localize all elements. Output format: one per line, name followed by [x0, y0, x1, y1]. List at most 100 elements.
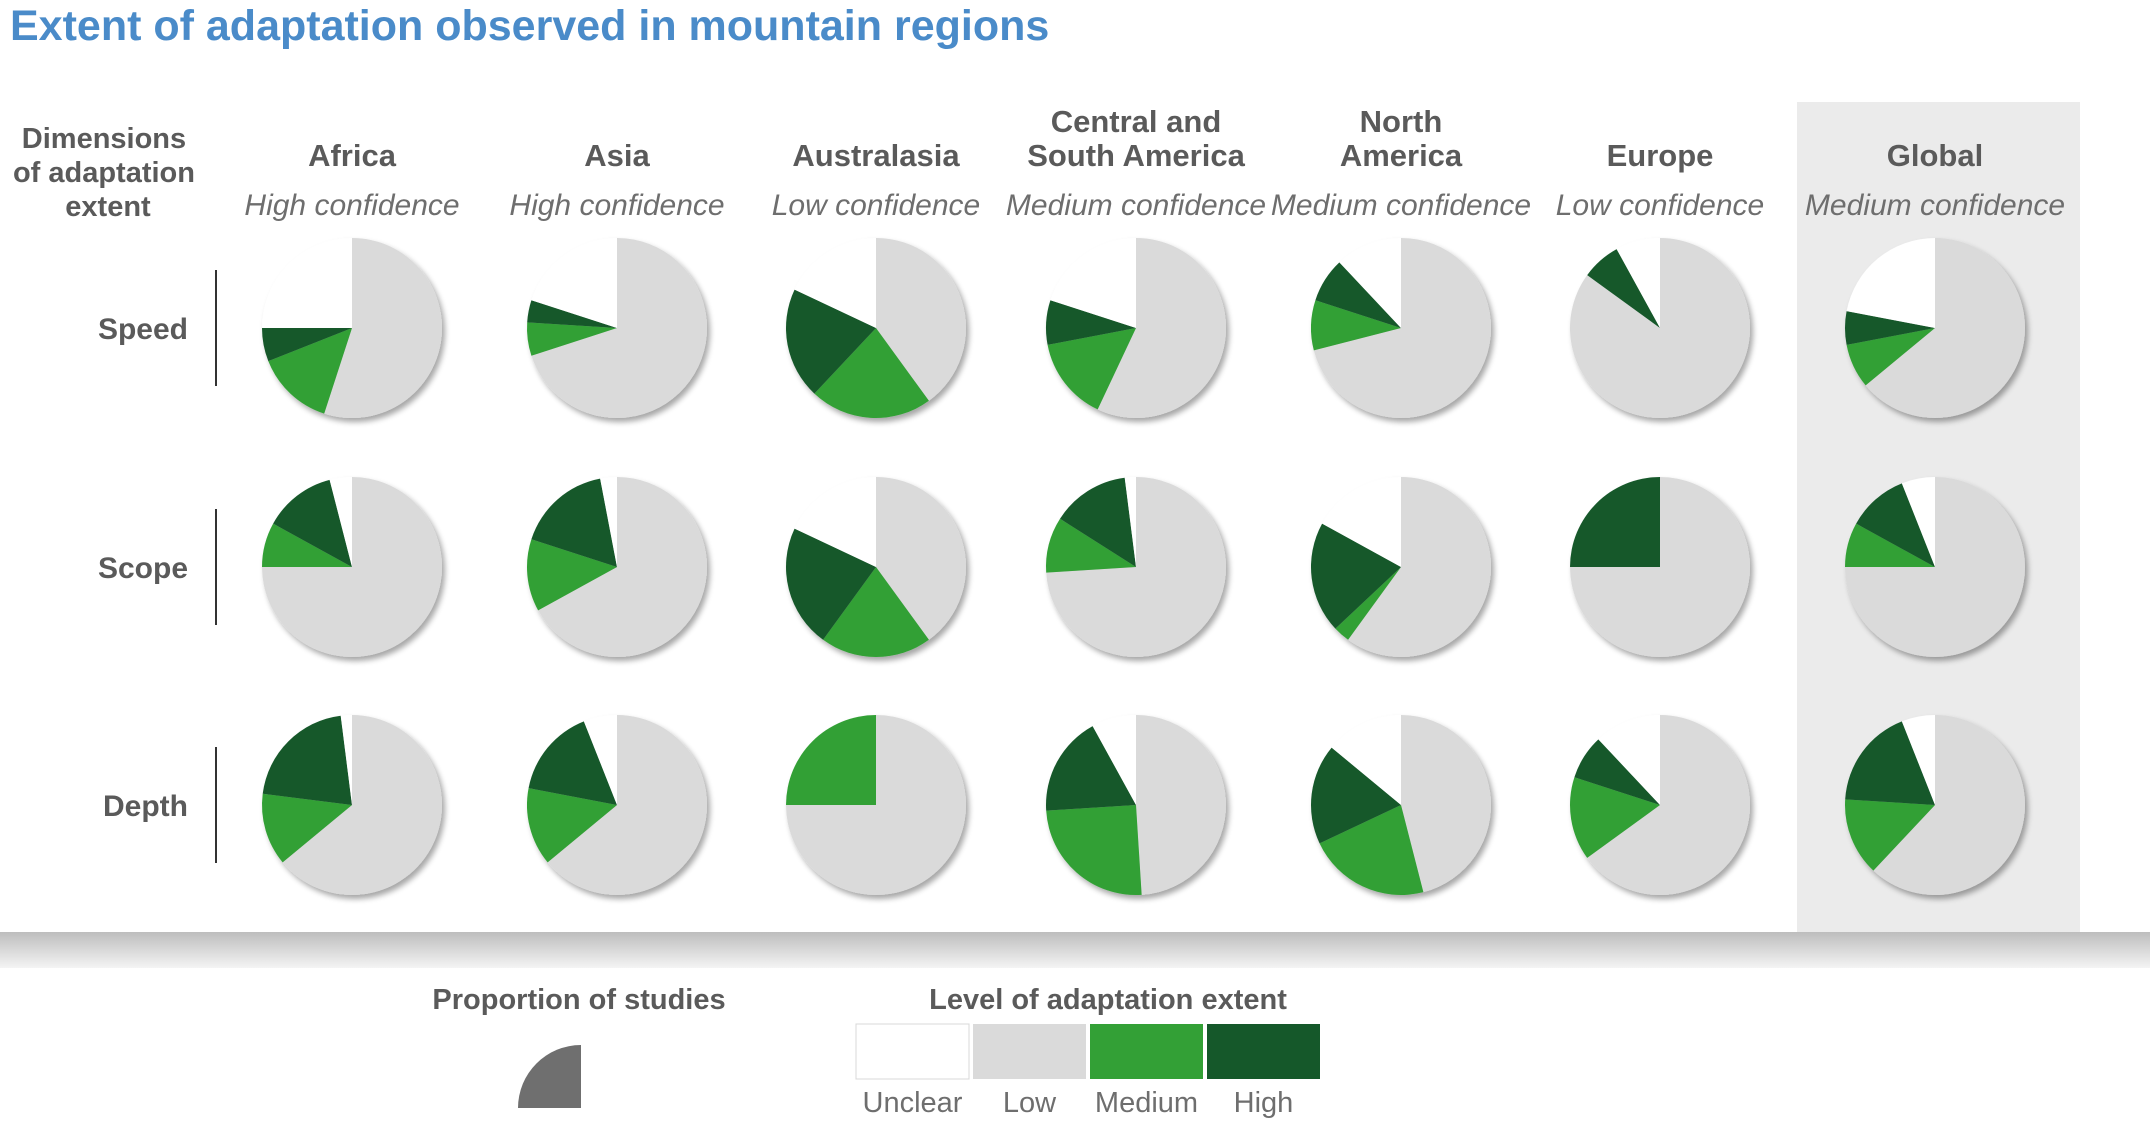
slice-low [1136, 715, 1226, 895]
slice-high [1587, 249, 1660, 328]
slice-medium [1845, 523, 1935, 567]
slice-unclear [1124, 477, 1136, 567]
slice-medium [1845, 799, 1935, 871]
slice-unclear [1339, 238, 1401, 328]
slice-unclear [1322, 477, 1401, 567]
pie-depth-australasia [786, 715, 966, 895]
pie-speed-europe [1570, 238, 1751, 418]
column-title-line: America [1340, 138, 1463, 173]
slice-unclear [1598, 714, 1660, 805]
row-header-line-2: of adaptation [13, 157, 195, 189]
column-title-asia: Asia [584, 138, 650, 173]
slice-high [1570, 477, 1660, 567]
slice-low [282, 715, 442, 895]
slice-unclear [329, 477, 352, 567]
pie-scope-europe [1570, 477, 1750, 657]
column-title-line: Global [1887, 138, 1983, 173]
slice-medium [1047, 328, 1136, 410]
slice-medium [823, 567, 929, 657]
slice-low [547, 715, 707, 895]
pie-speed-australasia [786, 238, 966, 419]
pie-scope-africa [262, 477, 442, 657]
slice-unclear [531, 237, 617, 328]
confidence-europe: Low confidence [1556, 189, 1764, 222]
legend-level-title: Level of adaptation extent [929, 984, 1287, 1016]
slice-low [324, 238, 442, 419]
slice-medium [1319, 805, 1424, 895]
pie-speed-asia [527, 237, 707, 418]
slice-medium [526, 788, 617, 863]
slice-unclear [262, 238, 352, 328]
legend-swatch-medium [1090, 1024, 1203, 1079]
slice-high [528, 721, 617, 805]
pie-scope-australasia [786, 477, 966, 657]
slice-unclear [1050, 237, 1136, 328]
confidence-asia: High confidence [509, 189, 724, 222]
row-label-speed: Speed [98, 313, 188, 346]
pie-depth-europe [1569, 714, 1751, 895]
slice-low [1570, 238, 1751, 418]
slice-high [1046, 726, 1136, 811]
slice-low [876, 238, 966, 401]
pie-depth-africa [261, 715, 442, 895]
slice-medium [527, 322, 617, 356]
slice-unclear [1901, 477, 1935, 567]
confidence-global: Medium confidence [1805, 189, 2065, 222]
chart-title: Extent of adaptation observed in mountai… [10, 2, 1049, 50]
pie-depth-global [1845, 715, 2025, 895]
slice-low [538, 477, 707, 657]
slice-low [1401, 715, 1491, 893]
slice-medium [1569, 777, 1660, 858]
slice-high [1060, 477, 1136, 567]
confidence-north-america: Medium confidence [1271, 189, 1531, 222]
slice-high [786, 289, 876, 394]
legend-swatch-high [1207, 1024, 1320, 1079]
legend-label-medium: Medium [1095, 1087, 1198, 1119]
column-title-line: Europe [1607, 138, 1714, 173]
slice-high [1844, 311, 1935, 345]
row-header-line-3: extent [65, 191, 151, 223]
pie-scope-north-america [1310, 477, 1492, 657]
confidence-central-and-south-america: Medium confidence [1006, 189, 1266, 222]
legend-boxes: Unclear Low Medium High [855, 1023, 1320, 1119]
pie-scope-asia [526, 477, 707, 657]
slice-low [1865, 238, 2025, 418]
slice-low [1587, 715, 1751, 895]
row-labels: Speed Scope Depth [98, 270, 217, 863]
slice-unclear [600, 477, 617, 567]
legend-label-low: Low [1003, 1087, 1057, 1119]
slice-high [1845, 721, 1935, 805]
slice-unclear [1616, 238, 1660, 328]
slice-low [1348, 477, 1492, 657]
slice-high [1310, 523, 1401, 629]
slice-unclear [340, 715, 352, 805]
slice-medium [1046, 518, 1136, 573]
slice-low [1313, 238, 1492, 419]
slice-unclear [1846, 238, 1935, 328]
column-title-line: Asia [584, 138, 650, 173]
legend-proportion-title: Proportion of studies [432, 984, 725, 1016]
column-title-australasia: Australasia [792, 138, 960, 173]
legend-label-unclear: Unclear [863, 1087, 963, 1119]
slice-medium [526, 539, 617, 611]
slice-unclear [1331, 715, 1401, 805]
pie-speed-africa [262, 238, 442, 419]
column-title-line: Central and [1051, 104, 1222, 139]
column-headers: Africa High confidence Asia High confidence… [244, 104, 2065, 222]
legend-swatch-low [973, 1024, 1086, 1079]
slice-high [531, 478, 617, 567]
slice-low [876, 477, 966, 640]
confidence-africa: High confidence [244, 189, 459, 222]
slice-unclear [794, 477, 876, 567]
slice-high [262, 328, 352, 362]
confidence-australasia: Low confidence [772, 189, 980, 222]
slice-low [1873, 715, 2025, 895]
slice-high [273, 479, 352, 567]
row-header: Dimensions of adaptation extent [13, 123, 203, 223]
column-title-line: Australasia [792, 138, 960, 173]
slice-high [1315, 262, 1401, 328]
slice-low [1097, 238, 1227, 418]
slice-high [1311, 747, 1401, 844]
separator-band [0, 932, 2150, 968]
row-header-line-1: Dimensions [22, 123, 186, 155]
